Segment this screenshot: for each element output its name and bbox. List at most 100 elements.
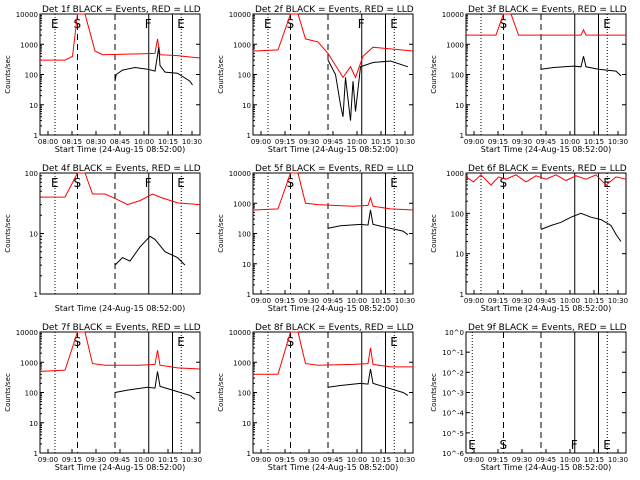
y-tick-label: 1 bbox=[34, 450, 38, 458]
marker-label: E bbox=[177, 176, 185, 190]
panel-title: Det 4f BLACK = Events, RED = LLD bbox=[42, 164, 201, 174]
panel-8: Det 8f BLACK = Events, RED = LLD 1 10 100 10… bbox=[217, 323, 415, 472]
x-tick-label: 09:30 bbox=[299, 138, 319, 146]
y-tick-label: 1000 bbox=[233, 359, 251, 367]
panel-2: Det 2f BLACK = Events, RED = LLD 1 10 100 10… bbox=[217, 5, 415, 154]
panel-4: Det 4f BLACK = Events, RED = LLD 1 10 100 St… bbox=[4, 164, 201, 313]
x-tick-label: 10:15 bbox=[158, 138, 178, 146]
marker-label: S bbox=[74, 335, 82, 349]
marker-label: S bbox=[287, 17, 295, 31]
x-tick-label: 09:15 bbox=[275, 456, 295, 464]
x-tick-label: 09:45 bbox=[323, 138, 343, 146]
lld-series-line bbox=[465, 174, 627, 186]
marker-label: S bbox=[74, 17, 82, 31]
events-series-line bbox=[327, 59, 409, 121]
y-tick-label: 1000 bbox=[233, 200, 251, 208]
y-axis-label: Counts/sec bbox=[217, 55, 225, 94]
x-tick-label: 09:30 bbox=[512, 138, 532, 146]
plot-frame bbox=[252, 172, 414, 295]
y-tick-label: 100 bbox=[451, 210, 464, 218]
marker-label: E bbox=[264, 17, 272, 31]
x-tick-label: 10:15 bbox=[371, 297, 391, 305]
marker-label: E bbox=[468, 438, 476, 452]
x-tick-label: 10:30 bbox=[395, 456, 415, 464]
y-tick-label: 10 bbox=[455, 102, 464, 110]
y-axis-label: Counts/sec bbox=[430, 55, 438, 94]
y-axis-label: Counts/sec bbox=[430, 214, 438, 253]
x-tick-label: 10:15 bbox=[584, 297, 604, 305]
marker-label: S bbox=[500, 176, 508, 190]
x-tick-label: 10:30 bbox=[395, 297, 415, 305]
marker-label: F bbox=[571, 438, 578, 452]
marker-label: E bbox=[603, 17, 611, 31]
panel-title: Det 7f BLACK = Events, RED = LLD bbox=[42, 323, 201, 333]
x-tick-label: 10:30 bbox=[395, 138, 415, 146]
marker-label: E bbox=[177, 335, 185, 349]
x-tick-label: 10:30 bbox=[182, 138, 202, 146]
events-series-line bbox=[327, 368, 409, 396]
x-tick-label: 10:15 bbox=[371, 138, 391, 146]
events-series-line bbox=[540, 56, 622, 77]
marker-label: E bbox=[390, 17, 398, 31]
x-axis-label: Start Time (24-Aug-15 08:52:00) bbox=[481, 145, 612, 154]
lld-series-line bbox=[252, 172, 414, 211]
x-tick-label: 09:30 bbox=[86, 456, 106, 464]
marker-label: F bbox=[145, 176, 152, 190]
y-tick-label: 10 bbox=[29, 420, 38, 428]
marker-label: E bbox=[390, 335, 398, 349]
x-tick-label: 09:30 bbox=[512, 456, 532, 464]
y-tick-label: 100 bbox=[25, 390, 38, 398]
y-tick-label: 10000 bbox=[229, 11, 251, 19]
y-tick-label: 10 bbox=[455, 251, 464, 259]
x-tick-label: 09:15 bbox=[62, 456, 82, 464]
y-tick-label: 10^-2 bbox=[442, 369, 464, 377]
y-tick-label: 10^-5 bbox=[442, 430, 464, 438]
y-tick-label: 1 bbox=[247, 132, 251, 140]
marker-label: S bbox=[500, 17, 508, 31]
x-tick-label: 10:00 bbox=[347, 456, 367, 464]
panel-title: Det 6f BLACK = Events, RED = LLD bbox=[468, 164, 627, 174]
x-axis-label: Start Time (24-Aug-15 08:52:00) bbox=[481, 463, 612, 472]
x-tick-label: 09:45 bbox=[536, 138, 556, 146]
y-axis-label: Counts/sec bbox=[430, 373, 438, 412]
x-tick-label: 10:00 bbox=[560, 138, 580, 146]
panel-6: Det 6f BLACK = Events, RED = LLD 1 10 100 10… bbox=[430, 164, 628, 313]
y-tick-label: 10^0 bbox=[445, 329, 464, 337]
y-tick-label: 100 bbox=[25, 72, 38, 80]
panel-7: Det 7f BLACK = Events, RED = LLD 1 10 100 10… bbox=[4, 323, 202, 472]
x-tick-label: 09:30 bbox=[299, 297, 319, 305]
plot-frame bbox=[465, 172, 627, 295]
x-tick-label: 08:45 bbox=[110, 138, 130, 146]
y-tick-label: 10^-6 bbox=[442, 450, 464, 458]
plot-frame bbox=[39, 172, 201, 295]
y-tick-label: 10000 bbox=[442, 11, 464, 19]
x-tick-label: 09:00 bbox=[251, 138, 271, 146]
y-tick-label: 1 bbox=[34, 132, 38, 140]
x-axis-label: Start Time (24-Aug-15 08:52:00) bbox=[55, 463, 186, 472]
x-tick-label: 10:15 bbox=[158, 456, 178, 464]
lld-series-line bbox=[40, 172, 201, 206]
x-axis-label: Start Time (24-Aug-15 08:52:00) bbox=[55, 304, 186, 313]
x-tick-label: 10:15 bbox=[584, 138, 604, 146]
x-tick-label: 09:00 bbox=[464, 456, 484, 464]
y-tick-label: 100 bbox=[451, 72, 464, 80]
x-tick-label: 09:45 bbox=[110, 456, 130, 464]
y-tick-label: 1 bbox=[247, 450, 251, 458]
marker-label: E bbox=[51, 176, 59, 190]
lld-series-line bbox=[253, 331, 413, 375]
y-tick-label: 100 bbox=[238, 390, 251, 398]
x-tick-label: 09:15 bbox=[488, 456, 508, 464]
x-tick-label: 09:30 bbox=[299, 456, 319, 464]
x-tick-label: 10:30 bbox=[608, 138, 628, 146]
plot-frame bbox=[252, 13, 414, 136]
marker-label: S bbox=[287, 176, 295, 190]
y-tick-label: 1000 bbox=[20, 41, 38, 49]
x-tick-label: 10:00 bbox=[134, 456, 154, 464]
y-tick-label: 1 bbox=[34, 291, 38, 299]
y-tick-label: 1 bbox=[460, 132, 464, 140]
marker-label: E bbox=[390, 176, 398, 190]
x-tick-label: 09:15 bbox=[275, 297, 295, 305]
plot-frame bbox=[465, 13, 627, 136]
panel-title: Det 3f BLACK = Events, RED = LLD bbox=[468, 5, 627, 15]
